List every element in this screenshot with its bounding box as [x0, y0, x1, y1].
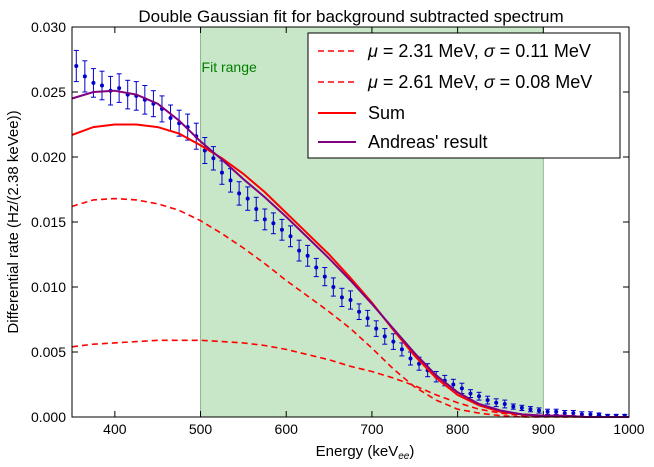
y-tick-label: 0.030 [31, 19, 66, 35]
data-point [125, 79, 131, 110]
data-point [365, 309, 371, 327]
data-point [373, 320, 379, 337]
plot-frame [71, 26, 630, 418]
data-point [176, 109, 182, 137]
series-line-andreas [71, 89, 629, 418]
legend: μ = 2.31 MeV, σ = 0.11 MeV μ = 2.61 MeV,… [307, 32, 621, 159]
legend-entry-gauss1: μ = 2.31 MeV, σ = 0.11 MeV [367, 41, 591, 61]
data-point [288, 225, 294, 248]
data-point [510, 403, 516, 410]
y-tick-label: 0.020 [31, 149, 66, 165]
data-point [142, 85, 148, 115]
data-point [545, 408, 551, 415]
data-points [73, 49, 628, 418]
data-point [330, 277, 336, 297]
x-tick-label: 600 [275, 421, 299, 437]
data-point [228, 168, 234, 193]
legend-box [307, 32, 621, 159]
data-point [476, 391, 482, 401]
y-axis-label: Differential rate (Hz/(2.38 keVee)) [5, 110, 22, 333]
data-point [73, 49, 79, 83]
data-point [116, 73, 122, 103]
data-point [348, 290, 353, 310]
y-tick-label: 0.005 [31, 344, 66, 360]
x-ticks: 400 500 600 700 800 900 1000 [103, 27, 645, 437]
data-point [168, 104, 174, 132]
x-tick-label: 700 [360, 421, 384, 437]
data-point [296, 239, 302, 262]
data-point [210, 146, 216, 171]
data-point [339, 287, 345, 307]
fit-range-label: Fit range [202, 59, 257, 75]
y-tick-label: 0.015 [31, 214, 66, 230]
data-point [279, 218, 285, 241]
data-point [99, 70, 105, 101]
data-point [322, 267, 328, 287]
y-tick-label: 0.000 [31, 409, 66, 425]
x-tick-label: 800 [446, 421, 470, 437]
x-tick-label: 1000 [613, 421, 644, 437]
data-point [399, 342, 405, 357]
legend-entry-sum: Sum [368, 103, 405, 123]
data-point [82, 60, 88, 93]
data-point [270, 212, 276, 235]
data-point [596, 412, 602, 417]
data-point [253, 196, 259, 222]
data-point [527, 406, 533, 413]
data-point [502, 399, 508, 409]
data-point [390, 333, 396, 350]
y-tick-label: 0.010 [31, 279, 66, 295]
x-tick-label: 500 [189, 421, 213, 437]
x-tick-label: 400 [103, 421, 127, 437]
data-point [485, 395, 491, 405]
legend-entry-andreas: Andreas' result [368, 132, 488, 152]
y-ticks: 0.000 0.005 0.010 0.015 0.020 0.025 0.030 [31, 19, 629, 425]
data-point [570, 410, 576, 417]
data-point [536, 407, 542, 414]
y-tick-label: 0.025 [31, 84, 66, 100]
data-point [382, 328, 388, 345]
x-axis-label: Energy (keVee) [316, 443, 415, 462]
data-point [236, 181, 242, 206]
data-point [493, 398, 499, 408]
chart-title: Double Gaussian fit for background subtr… [138, 7, 563, 26]
data-point [245, 186, 251, 211]
legend-entry-gauss2: μ = 2.61 MeV, σ = 0.08 MeV [367, 72, 592, 92]
data-point [553, 408, 559, 415]
data-point [305, 244, 311, 267]
data-point [519, 404, 525, 411]
x-tick-label: 900 [532, 421, 556, 437]
data-point [262, 208, 268, 231]
data-point [313, 257, 319, 278]
data-point [356, 303, 362, 320]
